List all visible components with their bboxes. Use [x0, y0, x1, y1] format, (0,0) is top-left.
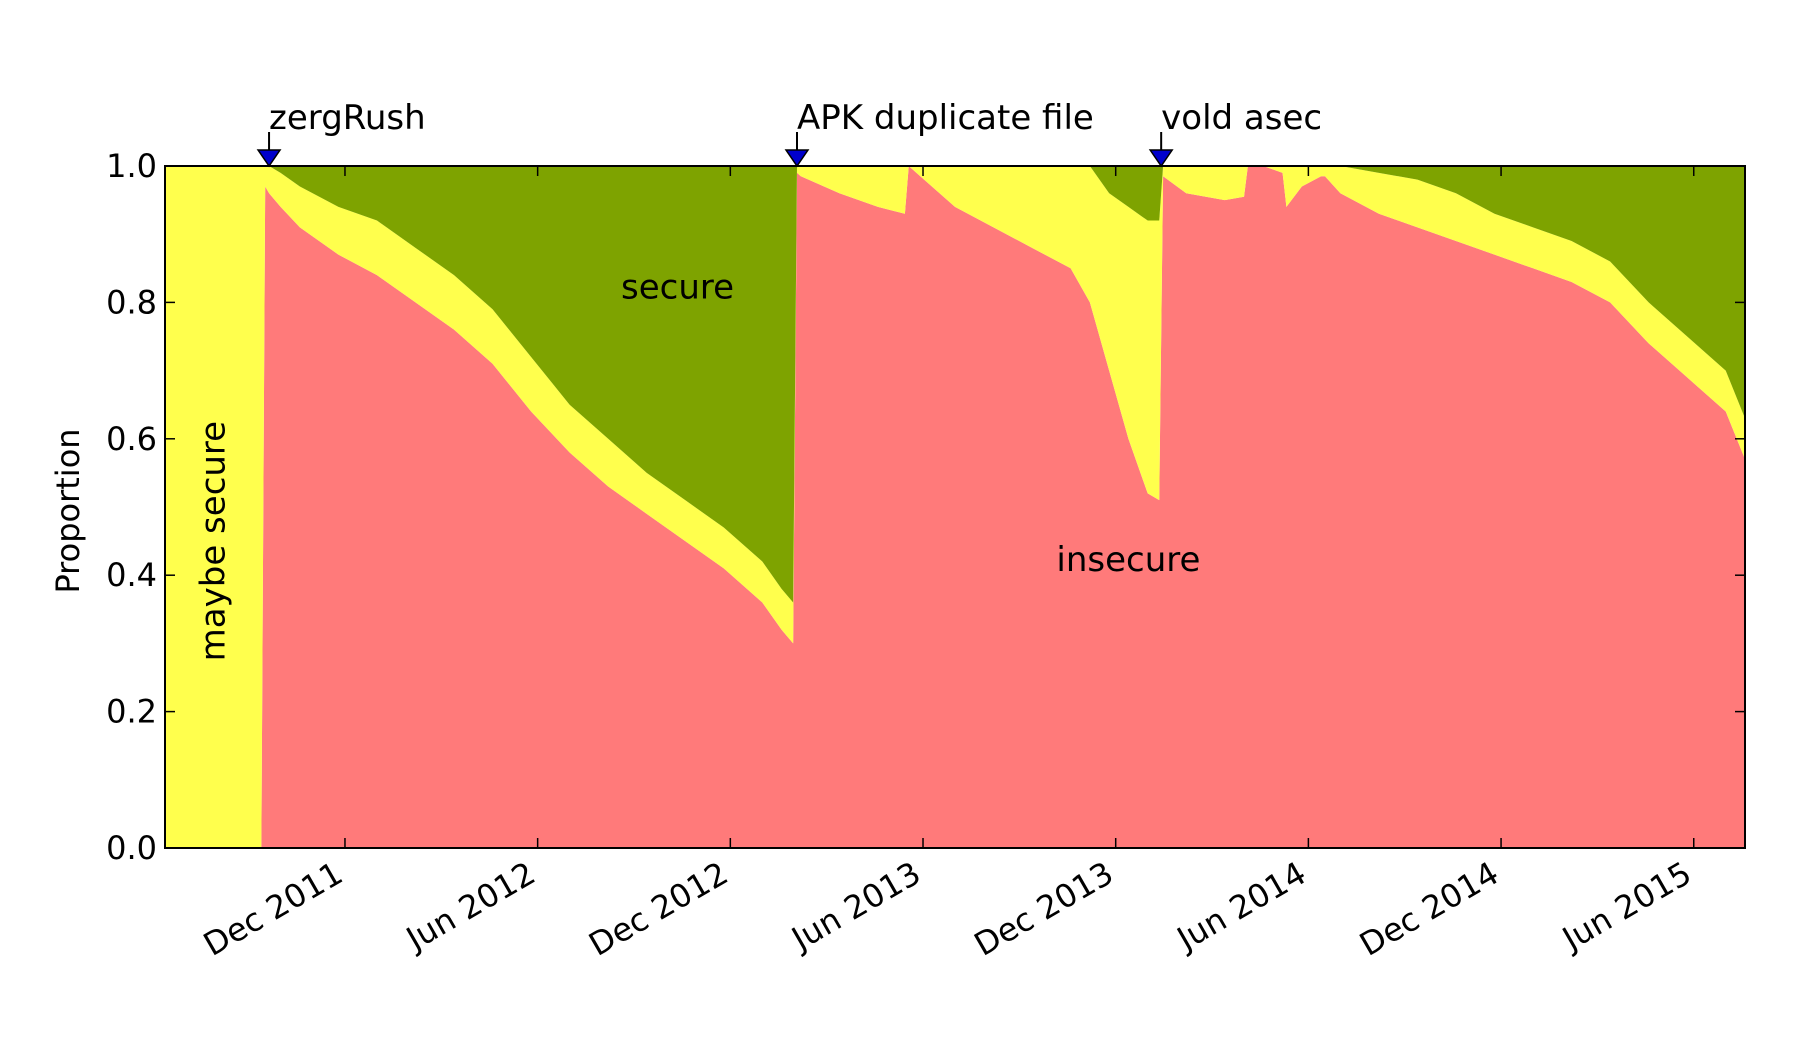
y-tick-label: 0.4: [106, 556, 157, 594]
plot-frame: [164, 165, 1746, 849]
region-label-secure: secure: [621, 267, 734, 307]
x-tick-label: Jun 2014: [1169, 854, 1312, 959]
y-tick-label: 0.8: [106, 283, 157, 321]
annotation: APK duplicate file: [784, 98, 1094, 168]
y-axis: 0.0 0.2 0.4 0.6 0.8 1.0: [106, 147, 1745, 867]
y-tick-label: 0.6: [106, 420, 157, 458]
annotation-marker-icon: [784, 149, 810, 168]
annotation-label: APK duplicate file: [797, 98, 1094, 138]
area-insecure: [165, 166, 1745, 848]
y-tick-label: 1.0: [106, 147, 157, 185]
region-labels: maybe secure secure insecure: [194, 267, 1201, 661]
x-tick-label: Dec 2011: [197, 854, 349, 964]
x-tick-label: Dec 2013: [968, 854, 1120, 964]
x-tick-label: Dec 2014: [1353, 854, 1505, 964]
annotation: zergRush: [256, 98, 426, 168]
region-label-maybe-secure: maybe secure: [194, 421, 234, 661]
event-annotations: zergRush APK duplicate file vold asec: [256, 98, 1322, 168]
annotation-label: vold asec: [1161, 98, 1322, 138]
area-secure: [165, 166, 1745, 603]
y-tick-label: 0.0: [106, 829, 157, 867]
y-tick-label: 0.2: [106, 693, 157, 731]
y-axis-label: Proportion: [49, 428, 87, 593]
annotation-marker-icon: [256, 149, 282, 168]
area-layers: [165, 166, 1745, 848]
area-maybe-secure: [165, 166, 1745, 848]
x-tick-label: Jun 2013: [784, 854, 927, 959]
region-label-insecure: insecure: [1056, 540, 1200, 580]
x-tick-label: Jun 2012: [398, 854, 541, 959]
annotation: vold asec: [1148, 98, 1322, 168]
x-tick-label: Dec 2012: [582, 854, 734, 964]
x-tick-label: Jun 2015: [1554, 854, 1697, 959]
annotation-label: zergRush: [269, 98, 426, 138]
annotation-marker-icon: [1148, 149, 1174, 168]
